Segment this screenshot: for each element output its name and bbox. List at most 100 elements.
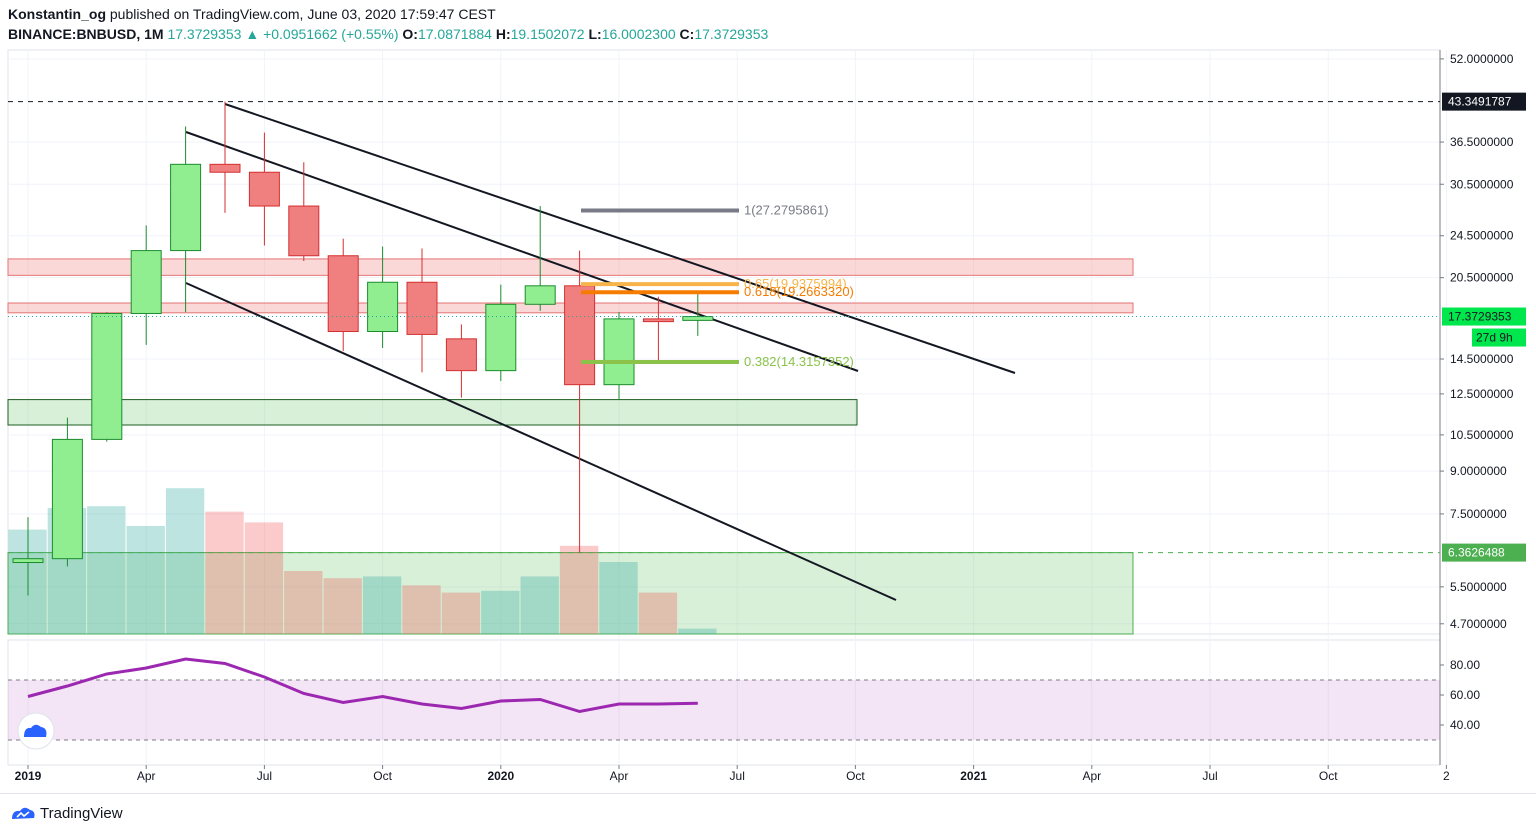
x-tick-label: Jul: [1202, 769, 1217, 783]
resistance-zone-upper: [7, 258, 1134, 276]
candle-body: [642, 318, 674, 323]
x-tick-label: Apr: [137, 769, 156, 783]
countdown-label: 27d 9h: [1476, 331, 1513, 345]
y-tick-label: 12.5000000: [1450, 387, 1514, 401]
y-tick-label: 10.5000000: [1450, 428, 1514, 442]
rsi-y-tick-label: 80.00: [1450, 658, 1480, 672]
y-tick-label: 20.5000000: [1450, 271, 1514, 285]
candle: [406, 248, 438, 373]
y-tick-label: 7.5000000: [1450, 507, 1507, 521]
volume-bar: [441, 592, 481, 634]
x-tick-label: Apr: [1082, 769, 1101, 783]
candle: [485, 284, 517, 382]
y-tick-label: 5.5000000: [1450, 580, 1507, 594]
x-tick-label: Jul: [257, 769, 272, 783]
close-label: C:: [679, 26, 695, 42]
x-tick-label: Oct: [846, 769, 865, 783]
x-tick-label: 2020: [487, 769, 514, 783]
demand-zone: [7, 552, 1134, 635]
low-value: 16.0002300: [601, 26, 676, 42]
rsi-pane: [7, 639, 1441, 766]
volume-bar: [481, 590, 520, 634]
fib-level-label: 1(27.2795861): [744, 202, 829, 217]
candle-body: [682, 316, 714, 321]
price-chart[interactable]: 2019 Apr Jul Oct 2020 Apr Jul Oct 2021 Apr Jul Oct 2…: [0, 0, 1536, 793]
x-tick-label: Jul: [730, 769, 745, 783]
low-label: L:: [588, 26, 602, 42]
candle: [12, 517, 44, 596]
volume-bar: [638, 592, 678, 634]
price-change: +0.0951662 (+0.55%): [263, 26, 399, 42]
candle: [524, 206, 556, 311]
candle-body: [524, 285, 556, 305]
y-tick-label: 4.7000000: [1450, 617, 1507, 631]
volume-bar: [244, 522, 284, 634]
watermark-cloud: [24, 724, 47, 737]
x-tick-label: Oct: [1319, 769, 1338, 783]
candle-body: [288, 205, 320, 257]
close-value: 17.3729353: [694, 26, 769, 42]
channel-trendline: [224, 103, 1016, 374]
level-price-label: 6.3626488: [1448, 546, 1505, 560]
volume-bar: [520, 576, 559, 634]
y-tick-label: 9.0000000: [1450, 464, 1507, 478]
candle: [603, 312, 635, 400]
candle: [642, 296, 674, 364]
volume-bar: [559, 545, 599, 634]
candle-body: [12, 558, 44, 564]
candle: [130, 225, 162, 345]
level-price-tag: [1442, 92, 1526, 111]
candle-body: [248, 171, 280, 207]
footer: TradingView: [0, 793, 1536, 835]
rsi-band: [8, 680, 1440, 740]
channel-trendline: [185, 282, 897, 601]
candle: [367, 246, 399, 348]
volume-bar: [205, 511, 244, 634]
x-tick-label: 2: [1443, 769, 1450, 783]
x-tick-label: Apr: [610, 769, 629, 783]
candle: [51, 417, 83, 567]
y-tick-label: 30.5000000: [1450, 177, 1514, 191]
candle-body: [170, 163, 202, 252]
y-tick-label: 14.5000000: [1450, 352, 1514, 366]
last-price-tag: [1442, 307, 1526, 326]
y-tick-label: 36.5000000: [1450, 135, 1514, 149]
published-text: published on TradingView.com, June 03, 2…: [109, 6, 496, 22]
publisher-name[interactable]: Konstantin_og: [8, 6, 106, 22]
publish-info: Konstantin_og published on TradingView.c…: [8, 5, 496, 23]
fib-level-label: 0.65(19.9375994): [744, 276, 847, 291]
high-label: H:: [495, 26, 511, 42]
rsi-y-tick-label: 60.00: [1450, 688, 1480, 702]
high-value: 19.1502072: [510, 26, 585, 42]
fib-level-label: 0.618(19.2663320): [744, 284, 854, 299]
candle-body: [603, 318, 635, 386]
tradingview-logo-icon[interactable]: [10, 804, 36, 824]
volume-bar: [165, 488, 205, 634]
candle: [170, 126, 202, 313]
rsi-y-tick-label: 40.00: [1450, 718, 1480, 732]
channel-trendline: [185, 131, 859, 372]
level-price-label: 43.3491787: [1448, 95, 1512, 109]
candle-body: [485, 303, 517, 372]
rsi-line: [27, 657, 698, 714]
x-tick-label: 2019: [15, 769, 42, 783]
y-tick-label: 52.0000000: [1450, 52, 1514, 66]
watermark-logo-icon: [17, 712, 55, 750]
price-pane: [7, 49, 1441, 635]
footer-brand[interactable]: TradingView: [40, 805, 123, 822]
volume-bar: [678, 628, 717, 634]
candle-body: [130, 250, 162, 314]
candle: [327, 238, 359, 352]
symbol-name[interactable]: BINANCE:BNBUSD, 1M: [8, 26, 164, 42]
x-tick-label: Oct: [373, 769, 392, 783]
symbol-legend: BINANCE:BNBUSD, 1M 17.3729353 ▲ +0.09516…: [8, 25, 768, 43]
last-price-label: 17.3729353: [1448, 310, 1512, 324]
countdown-tag: [1472, 328, 1526, 347]
volume-bar: [284, 571, 323, 634]
candle: [445, 324, 477, 398]
candle: [91, 312, 123, 442]
candle-body: [406, 281, 438, 335]
candle-body: [367, 281, 399, 333]
volume-bar: [362, 576, 402, 634]
volume-bar: [126, 526, 165, 634]
